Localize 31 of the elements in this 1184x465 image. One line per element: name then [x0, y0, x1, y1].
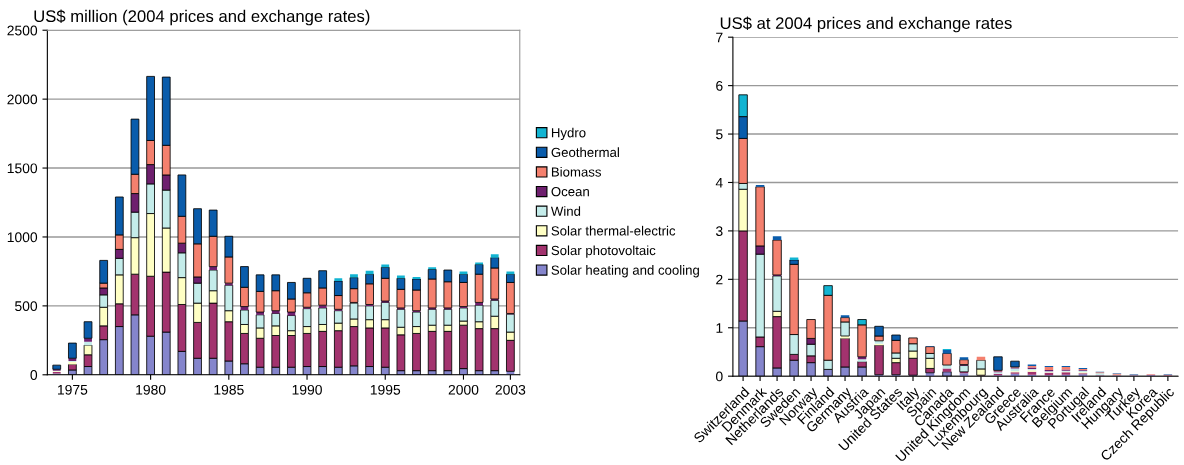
x-tick-label: 1980 — [136, 384, 166, 395]
y-tick-label: 1 — [716, 323, 723, 333]
x-tick-label: 1985 — [214, 384, 244, 395]
legend-label: Solar photovoltaic — [551, 245, 656, 258]
y-tick-label: 5 — [716, 129, 723, 140]
y-tick-label: 3 — [715, 226, 723, 237]
legend-label: Hydro — [551, 127, 586, 140]
legend-label: Ocean — [551, 186, 589, 197]
y-tick-label: 6 — [716, 80, 723, 91]
y-tick-label: 4 — [715, 177, 723, 188]
legend-label: Solar thermal-electric — [551, 225, 676, 236]
legend-label: Solar heating and cooling — [551, 265, 699, 278]
y-tick-label: 2000 — [7, 94, 38, 105]
legend-label: Wind — [550, 206, 581, 216]
y-tick-label: 2500 — [7, 25, 38, 36]
y-tick-label: 0 — [30, 370, 38, 380]
y-tick-label: 7 — [716, 32, 723, 43]
x-tick-label: 1990 — [292, 384, 322, 395]
legend-label: Geothermal — [551, 147, 619, 158]
legend-label: Biomass — [551, 166, 602, 177]
y-tick-label: 0 — [715, 371, 723, 382]
chart-title: US$ million (2004 prices and exchange rates) — [34, 9, 370, 26]
x-tick-label: 1975 — [58, 384, 88, 395]
y-tick-label: 2 — [716, 274, 723, 285]
x-tick-label: 2003 — [495, 384, 526, 395]
x-tick-label: 1995 — [370, 384, 401, 395]
x-tick-label: 2000 — [448, 384, 479, 395]
y-tick-label: 500 — [15, 301, 38, 312]
y-tick-label: 1500 — [7, 163, 38, 174]
chart-title: US$ at 2004 prices and exchange rates — [720, 16, 1012, 33]
y-tick-label: 1000 — [7, 232, 38, 243]
